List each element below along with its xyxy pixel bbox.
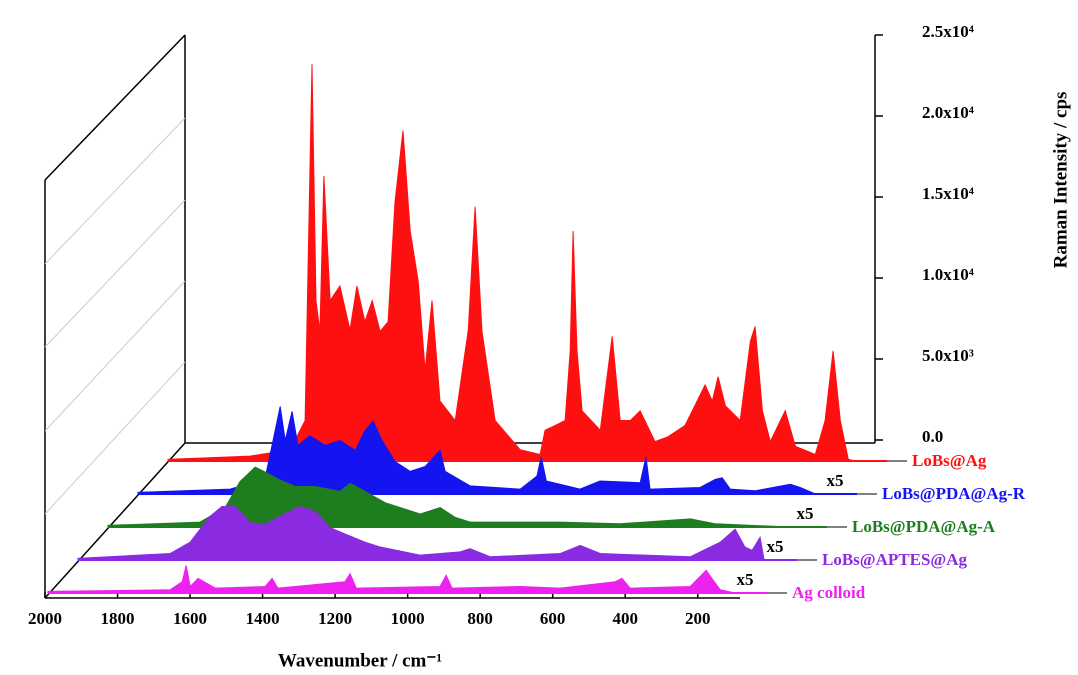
- x-tick-label: 1200: [318, 609, 352, 628]
- y-tick-label: 1.5x10⁴: [922, 184, 974, 203]
- x-tick-label: 600: [540, 609, 566, 628]
- bottom-left-edge: [44, 442, 186, 599]
- side-grid-line: [44, 280, 186, 432]
- x-tick-label: 2000: [28, 609, 62, 628]
- y-tick-label: 1.0x10⁴: [922, 265, 974, 284]
- x-tick-label: 200: [685, 609, 711, 628]
- scale-annotation: x5: [737, 570, 754, 589]
- y-tick-label: 0.0: [922, 427, 943, 446]
- x-tick-label: 1400: [246, 609, 280, 628]
- x-tick-label: 1000: [391, 609, 425, 628]
- top-left-edge: [44, 34, 186, 181]
- legend-label: LoBs@PDA@Ag-R: [882, 484, 1026, 503]
- x-tick-label: 400: [612, 609, 638, 628]
- legend-label: Ag colloid: [792, 583, 866, 602]
- spectrum-area: [47, 565, 736, 594]
- scale-annotation: x5: [767, 537, 784, 556]
- y-tick-label: 5.0x10³: [922, 346, 974, 365]
- spectrum-area: [77, 505, 765, 561]
- spectrum-area: [107, 466, 791, 528]
- legend-label: LoBs@APTES@Ag: [822, 550, 967, 569]
- y-tick-label: 2.5x10⁴: [922, 22, 974, 41]
- x-tick-label: 800: [467, 609, 493, 628]
- side-grid-line: [44, 199, 186, 348]
- side-grid: [44, 117, 186, 515]
- frame: [44, 34, 876, 599]
- spectrum-area: [137, 406, 816, 495]
- x-axis-title: Wavenumber / cm⁻¹: [278, 650, 442, 671]
- y-axis-title: Raman Intensity / cps: [1050, 92, 1071, 269]
- legend-label: LoBs@PDA@Ag-A: [852, 517, 996, 536]
- y-tick-label: 2.0x10⁴: [922, 103, 974, 122]
- scale-annotation: x5: [827, 471, 844, 490]
- x-tick-label: 1800: [101, 609, 135, 628]
- side-grid-line: [44, 117, 186, 265]
- scale-annotation: x5: [797, 504, 814, 523]
- spectrum-area: [167, 64, 856, 462]
- side-grid-line: [44, 361, 186, 515]
- legend-label: LoBs@Ag: [912, 451, 987, 470]
- x-tick-label: 1600: [173, 609, 207, 628]
